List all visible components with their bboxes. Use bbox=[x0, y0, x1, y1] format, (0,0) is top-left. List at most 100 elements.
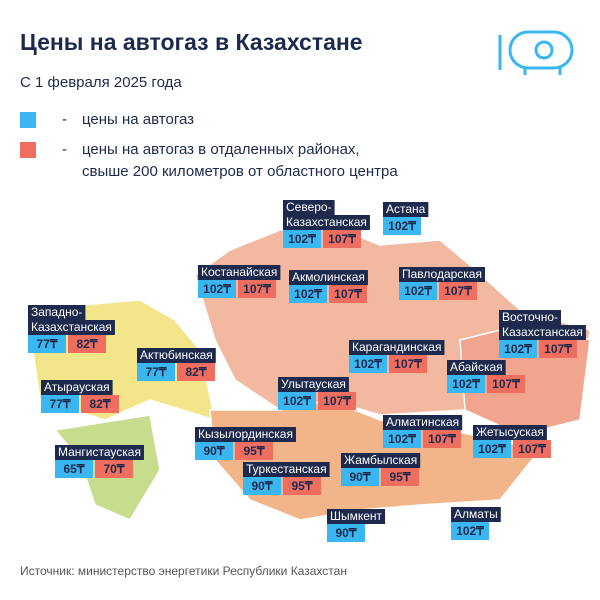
price-box bbox=[329, 285, 367, 303]
legend-text: цены на автогаз в отдаленных районах, bbox=[82, 141, 360, 158]
region-name: Алматинская bbox=[386, 415, 459, 429]
icon bbox=[498, 30, 574, 75]
region-name-bg bbox=[289, 270, 368, 285]
price-box bbox=[278, 392, 316, 410]
region: Акмолинская 102₸ 107₸ bbox=[289, 270, 368, 303]
price-box bbox=[68, 335, 106, 353]
price: 90₸ bbox=[252, 479, 273, 493]
region-name: Карагандинская bbox=[352, 340, 441, 354]
price: 95₸ bbox=[390, 470, 411, 484]
region-name-bg bbox=[41, 380, 113, 395]
region: Костанайская 102₸ 107₸ bbox=[198, 265, 281, 298]
region: Северо-Казахстанская 102₸ 107₸ bbox=[283, 200, 370, 248]
region-name: Актюбинская bbox=[140, 348, 213, 362]
region-name-bg bbox=[28, 320, 115, 335]
region: Западно-Казахстанская 77₸ 82₸ bbox=[28, 305, 115, 353]
price: 65₸ bbox=[64, 462, 85, 476]
price: 102₸ bbox=[388, 219, 416, 233]
price: 107₸ bbox=[428, 432, 456, 446]
region: Алматы 102₸ bbox=[451, 507, 501, 540]
region-name-bg bbox=[283, 200, 335, 215]
region-name: Акмолинская bbox=[292, 270, 365, 284]
region-name: Казахстанская bbox=[286, 215, 367, 229]
price: 102₸ bbox=[288, 232, 316, 246]
price: 107₸ bbox=[544, 342, 572, 356]
region: Актюбинская 77₸ 82₸ bbox=[137, 348, 216, 381]
region-name-bg bbox=[447, 360, 506, 375]
region-name: Шымкент bbox=[330, 509, 383, 523]
region-name-bg bbox=[341, 453, 421, 468]
region-name-bg bbox=[327, 509, 386, 524]
price-box bbox=[389, 355, 427, 373]
price-box bbox=[41, 395, 79, 413]
price-box bbox=[243, 477, 281, 495]
region-name: Казахстанская bbox=[31, 320, 112, 334]
region-name: Жамбылская bbox=[344, 453, 417, 467]
price-box bbox=[318, 392, 356, 410]
region-name-bg bbox=[451, 507, 501, 522]
price-box bbox=[289, 285, 327, 303]
price: 102₸ bbox=[404, 284, 432, 298]
price-box bbox=[349, 355, 387, 373]
region-name-bg bbox=[283, 215, 370, 230]
price: 82₸ bbox=[186, 365, 207, 379]
price: 82₸ bbox=[90, 397, 111, 411]
region-name-bg bbox=[383, 202, 429, 217]
price: 102₸ bbox=[452, 377, 480, 391]
price: 102₸ bbox=[456, 524, 484, 538]
price-box bbox=[323, 230, 361, 248]
region-name-bg bbox=[349, 340, 445, 355]
price-box bbox=[513, 440, 551, 458]
region-name-bg bbox=[243, 462, 330, 477]
price-box bbox=[195, 442, 233, 460]
region-name-bg bbox=[195, 427, 296, 442]
price-box bbox=[383, 430, 421, 448]
price: 102₸ bbox=[283, 394, 311, 408]
region: Мангистауская 65₸ 70₸ bbox=[55, 445, 144, 478]
price: 102₸ bbox=[478, 442, 506, 456]
region: Восточно-Казахстанская 102₸ 107₸ bbox=[499, 310, 586, 358]
region-name: Павлодарская bbox=[402, 267, 482, 281]
subtitle: С 1 февраля 2025 года bbox=[20, 74, 182, 91]
region-name-bg bbox=[198, 265, 281, 280]
price: 107₸ bbox=[328, 232, 356, 246]
price: 107₸ bbox=[334, 287, 362, 301]
region: Абайская 102₸ 107₸ bbox=[447, 360, 525, 393]
price: 90₸ bbox=[336, 526, 357, 540]
region: Атырауская 77₸ 82₸ bbox=[41, 380, 119, 413]
price-box bbox=[235, 442, 273, 460]
price: 107₸ bbox=[323, 394, 351, 408]
region-name-bg bbox=[473, 425, 547, 440]
price: 82₸ bbox=[77, 337, 98, 351]
price-box bbox=[439, 282, 477, 300]
price-box bbox=[238, 280, 276, 298]
price-box bbox=[381, 468, 419, 486]
price-box bbox=[423, 430, 461, 448]
region-name: Восточно- bbox=[502, 310, 558, 324]
price: 90₸ bbox=[204, 444, 225, 458]
price-box bbox=[487, 375, 525, 393]
price: 90₸ bbox=[350, 470, 371, 484]
price-box bbox=[283, 230, 321, 248]
region: Алматинская 102₸ 107₸ bbox=[383, 415, 463, 448]
region: Шымкент 90₸ bbox=[327, 509, 386, 542]
region: Астана 102₸ bbox=[383, 202, 429, 235]
price: 70₸ bbox=[104, 462, 125, 476]
price: 77₸ bbox=[50, 397, 71, 411]
region: Кызылординская 90₸ 95₸ bbox=[195, 427, 296, 460]
legend-text: свыше 200 километров от областного центр… bbox=[82, 163, 398, 180]
region-name-bg bbox=[399, 267, 485, 282]
price-box bbox=[177, 363, 215, 381]
region-name: Улытауская bbox=[281, 377, 346, 391]
price: 95₸ bbox=[244, 444, 265, 458]
price: 102₸ bbox=[504, 342, 532, 356]
price: 95₸ bbox=[292, 479, 313, 493]
region: Карагандинская 102₸ 107₸ bbox=[349, 340, 445, 373]
region: Павлодарская 102₸ 107₸ bbox=[399, 267, 485, 300]
price: 107₸ bbox=[444, 284, 472, 298]
region-name: Северо- bbox=[286, 200, 332, 214]
region: Улытауская 102₸ 107₸ bbox=[278, 377, 356, 410]
region-name: Жетысуская bbox=[476, 425, 544, 439]
price-box bbox=[473, 440, 511, 458]
